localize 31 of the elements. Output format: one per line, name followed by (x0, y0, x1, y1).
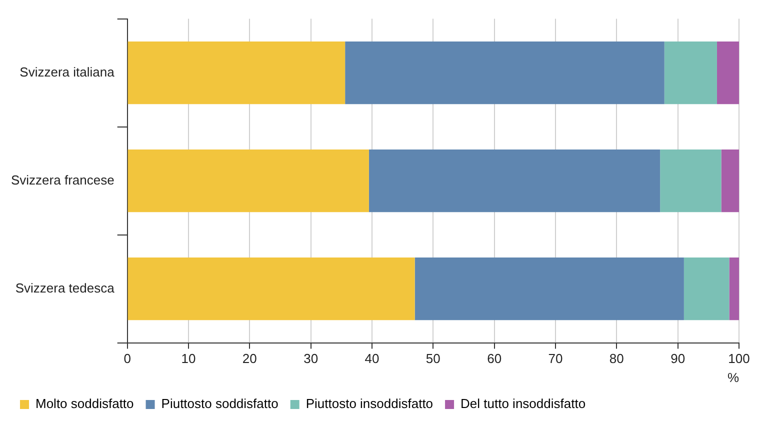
x-tick-label: 50 (426, 351, 440, 366)
bar (729, 257, 739, 320)
bar (414, 257, 684, 320)
y-tick-label: Svizzera tedesca (15, 280, 116, 296)
x-tick-label: 40 (364, 351, 380, 366)
x-tick-label: 0 (124, 351, 131, 366)
x-tick-label: 100 (728, 351, 750, 366)
bar (345, 41, 664, 104)
y-tick-label: Svizzera italiana (20, 64, 116, 80)
bar (664, 41, 717, 104)
x-tick-label: 10 (181, 351, 196, 366)
bar (128, 257, 415, 320)
x-tick-label: 60 (487, 351, 502, 366)
bar (368, 149, 660, 212)
x-tick-label: 20 (242, 351, 257, 366)
bar (128, 41, 346, 104)
legend-label: Molto soddisfatto (36, 396, 134, 412)
bar (660, 149, 722, 212)
bar (716, 41, 739, 104)
x-axis-title: % (727, 370, 740, 385)
bar (684, 257, 730, 320)
x-tick-label: 70 (548, 351, 563, 366)
bar (721, 149, 739, 212)
bar (128, 149, 369, 212)
legend-label: Piuttosto insoddisfatto (306, 396, 434, 412)
legend-label: Del tutto insoddisfatto (460, 396, 586, 412)
legend-label: Piuttosto soddisfatto (161, 396, 278, 412)
y-tick-label: Svizzera francese (10, 172, 114, 188)
x-tick-label: 80 (609, 351, 624, 366)
x-tick-label: 90 (670, 351, 686, 366)
x-tick-label: 30 (304, 351, 318, 366)
